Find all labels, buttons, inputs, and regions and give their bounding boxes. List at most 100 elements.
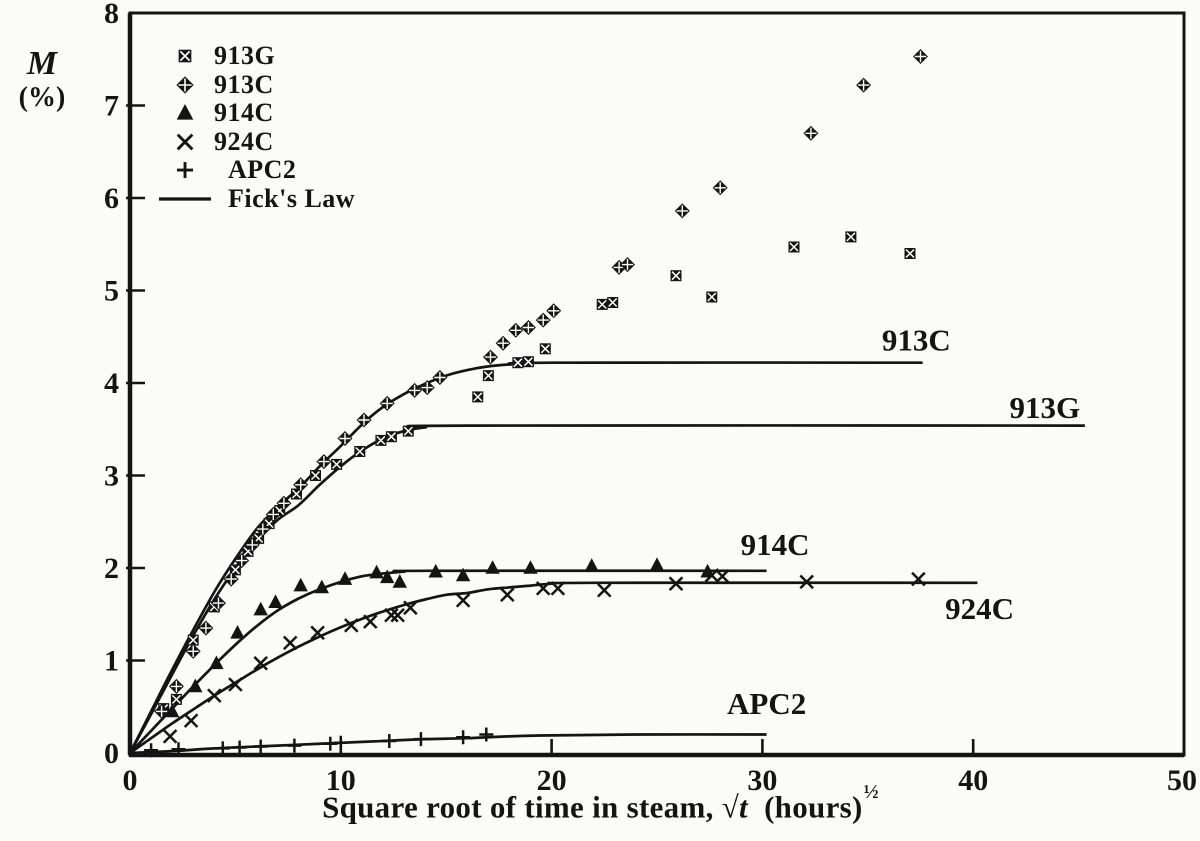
data-point-913G bbox=[354, 446, 366, 457]
data-point-913C bbox=[432, 370, 448, 385]
data-point-914C bbox=[337, 571, 353, 585]
data-point-914C bbox=[268, 594, 283, 608]
legend-label: APC2 bbox=[228, 155, 297, 185]
data-point-924C bbox=[500, 587, 515, 603]
data-point-924C bbox=[704, 568, 720, 583]
line-icon bbox=[156, 186, 214, 212]
data-point-913C bbox=[508, 322, 524, 338]
data-point-APC2 bbox=[215, 741, 230, 756]
data-point-913C bbox=[337, 431, 353, 446]
x-tick-label: 50 bbox=[1167, 764, 1197, 797]
fick-curve-APC2 bbox=[129, 733, 767, 755]
legend-label: 913C bbox=[214, 69, 274, 99]
data-point-913C bbox=[712, 180, 728, 196]
data-point-914C bbox=[455, 567, 471, 582]
legend: 913G 913C 914C 924C APC2 Fick's Law bbox=[156, 41, 356, 213]
data-point-914C bbox=[253, 601, 268, 616]
square-cross-icon bbox=[156, 43, 214, 69]
x-tick-label: 40 bbox=[958, 764, 988, 797]
y-tick-label: 8 bbox=[104, 0, 119, 30]
curve-label-924C: 924C bbox=[945, 591, 1014, 626]
y-tick-label: 3 bbox=[104, 460, 119, 493]
data-point-913G bbox=[788, 241, 800, 253]
data-point-913G bbox=[670, 270, 682, 282]
data-point-924C bbox=[363, 614, 378, 629]
data-point-914C bbox=[584, 558, 599, 572]
data-point-924C bbox=[253, 656, 268, 671]
data-point-924C bbox=[535, 581, 551, 596]
data-point-APC2 bbox=[287, 738, 302, 753]
fick-curve-914C bbox=[129, 569, 767, 754]
curve-label-APC2: APC2 bbox=[727, 686, 806, 721]
data-point-913G bbox=[522, 356, 534, 368]
data-point-914C bbox=[369, 564, 384, 579]
data-point-913G bbox=[385, 431, 397, 443]
legend-item-apc2: APC2 bbox=[156, 155, 355, 185]
fick-curve-913C bbox=[128, 361, 923, 754]
y-tick-label: 6 bbox=[104, 182, 119, 215]
y-tick-label: 1 bbox=[104, 645, 119, 678]
data-point-APC2 bbox=[382, 734, 397, 748]
y-axis-label: M (%) bbox=[2, 45, 82, 113]
data-point-913G bbox=[845, 231, 857, 243]
x-tick-label: 20 bbox=[537, 764, 567, 797]
data-point-914C bbox=[485, 560, 500, 574]
data-point-924C bbox=[207, 688, 222, 703]
data-point-913G bbox=[904, 248, 916, 259]
data-point-913G bbox=[229, 564, 241, 576]
data-point-913G bbox=[596, 298, 608, 310]
data-point-924C bbox=[668, 576, 684, 591]
data-point-914C bbox=[314, 579, 329, 594]
curve-label-914C: 914C bbox=[741, 527, 810, 562]
data-point-913G bbox=[706, 291, 718, 303]
data-point-913G bbox=[472, 391, 484, 403]
legend-item-924c: 924C bbox=[156, 126, 355, 157]
y-axis-symbol: M bbox=[26, 45, 58, 82]
data-point-APC2 bbox=[456, 730, 471, 745]
data-point-914C bbox=[649, 557, 665, 571]
fick-curve-913G bbox=[128, 424, 1085, 754]
y-axis-units: (%) bbox=[18, 81, 66, 113]
x-icon bbox=[156, 129, 214, 155]
data-point-924C bbox=[403, 600, 418, 616]
data-point-913C bbox=[674, 203, 690, 219]
curve-label-913G: 913G bbox=[1010, 390, 1081, 425]
data-point-924C bbox=[715, 569, 730, 584]
data-point-APC2 bbox=[253, 739, 268, 754]
data-point-924C bbox=[390, 607, 405, 623]
data-point-913G bbox=[482, 370, 494, 382]
data-point-924C bbox=[282, 635, 298, 651]
data-point-914C bbox=[380, 569, 395, 584]
data-point-913C bbox=[356, 412, 372, 428]
legend-label: 924C bbox=[214, 126, 274, 156]
data-point-913G bbox=[187, 634, 199, 646]
y-tick-label: 2 bbox=[104, 552, 119, 585]
data-point-913G bbox=[402, 425, 414, 437]
x-tick-label: 30 bbox=[747, 764, 777, 797]
legend-item-913c: 913C bbox=[156, 69, 355, 100]
data-point-914C bbox=[165, 703, 180, 718]
y-tick-label: 5 bbox=[104, 275, 119, 308]
y-tick-label: 0 bbox=[104, 737, 119, 770]
data-point-913C bbox=[546, 303, 562, 319]
legend-label: Fick's Law bbox=[228, 183, 356, 213]
legend-label: 913G bbox=[214, 41, 276, 71]
data-point-APC2 bbox=[479, 727, 494, 742]
data-point-924C bbox=[228, 677, 243, 692]
data-point-913G bbox=[539, 343, 551, 355]
data-point-924C bbox=[344, 618, 359, 633]
data-point-913G bbox=[607, 297, 619, 308]
data-point-APC2 bbox=[333, 735, 348, 750]
data-point-914C bbox=[293, 577, 308, 592]
triangle-icon bbox=[156, 100, 214, 126]
data-point-913G bbox=[291, 488, 302, 500]
data-point-913G bbox=[375, 434, 387, 446]
data-point-913G bbox=[310, 470, 321, 481]
x-axis-units: (hours) bbox=[764, 789, 863, 825]
data-point-913C bbox=[803, 125, 819, 141]
data-point-APC2 bbox=[171, 742, 186, 757]
data-point-913C bbox=[168, 678, 184, 694]
data-point-913G bbox=[512, 357, 524, 369]
legend-label: 914C bbox=[214, 98, 274, 128]
